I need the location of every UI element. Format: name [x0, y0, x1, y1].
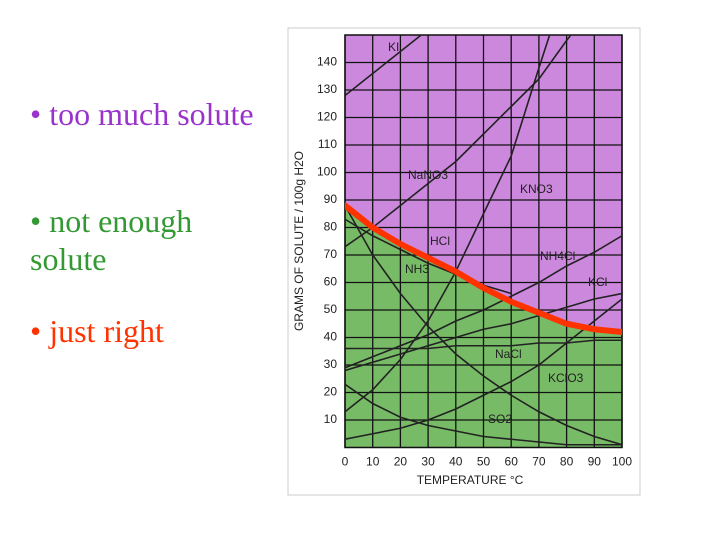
y-tick-label: 140: [317, 55, 337, 69]
x-tick-label: 10: [366, 455, 380, 469]
x-tick-label: 30: [421, 455, 435, 469]
y-tick-label: 60: [324, 275, 338, 289]
y-tick-label: 120: [317, 110, 337, 124]
curve-label: NaNO3: [408, 168, 448, 182]
solubility-curve: [345, 234, 622, 369]
solubility-curve: [345, 383, 622, 446]
solubility-curve: [345, 35, 423, 97]
y-tick-label: 70: [324, 247, 338, 261]
curve-label: HCl: [430, 234, 450, 248]
plot-border: [344, 34, 623, 449]
solubility-curve: [345, 204, 622, 446]
y-tick-label: 80: [324, 220, 338, 234]
saturation-boundary: [345, 202, 622, 335]
x-tick-label: 20: [394, 455, 408, 469]
x-tick-label: 40: [449, 455, 463, 469]
x-tick-label: 50: [477, 455, 491, 469]
x-tick-label: 90: [588, 455, 602, 469]
y-tick-label: 100: [317, 165, 337, 179]
x-axis-label: TEMPERATURE °C: [417, 473, 524, 487]
x-tick-label: 100: [612, 455, 632, 469]
y-tick-label: 30: [324, 357, 338, 371]
x-tick-label: 70: [532, 455, 546, 469]
bullet: • too much solute: [30, 96, 254, 132]
y-tick-label: 20: [324, 385, 338, 399]
curve-label: NaCl: [495, 347, 522, 361]
bullet: • just right: [30, 313, 164, 349]
solubility-curve: [345, 35, 572, 248]
bullet: • not enough solute: [30, 203, 193, 277]
solubility-curve: [345, 298, 622, 441]
y-axis-label: GRAMS OF SOLUTE / 100g H2O: [292, 151, 306, 331]
curve-label: KCl: [588, 275, 607, 289]
x-tick-label: 0: [342, 455, 349, 469]
y-tick-label: 10: [324, 412, 338, 426]
y-tick-label: 90: [324, 192, 338, 206]
curve-label: SO2: [488, 412, 512, 426]
y-tick-label: 110: [318, 137, 337, 151]
curve-label: NH3: [405, 262, 429, 276]
solubility-curve: [345, 339, 622, 350]
solubility-curve: [345, 292, 622, 372]
y-tick-label: 50: [324, 302, 338, 316]
x-tick-label: 80: [560, 455, 574, 469]
y-tick-label: 130: [317, 82, 337, 96]
x-tick-label: 60: [505, 455, 519, 469]
curve-label: KI: [388, 40, 399, 54]
curve-label: NH4Cl: [540, 249, 575, 263]
curve-label: KClO3: [548, 371, 584, 385]
curve-label: KNO3: [520, 182, 553, 196]
y-tick-label: 40: [324, 330, 338, 344]
